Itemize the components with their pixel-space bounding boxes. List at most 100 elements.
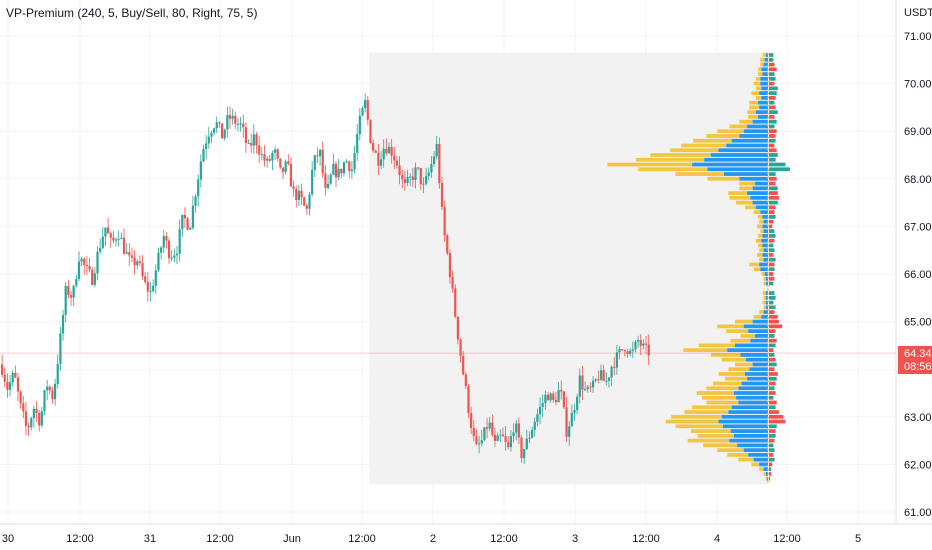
vp-row[interactable] <box>713 381 776 386</box>
time-axis[interactable]: 30 12:00 31 12:00 Jun 12:00 2 12:00 3 12:00 4 12:00… <box>2 533 861 545</box>
vp-row[interactable] <box>749 262 775 267</box>
candle[interactable] <box>568 420 571 446</box>
vp-row[interactable] <box>748 115 775 119</box>
vp-row[interactable] <box>706 134 776 138</box>
candle[interactable] <box>342 161 346 177</box>
candle[interactable] <box>446 233 449 256</box>
candle[interactable] <box>401 169 404 189</box>
vp-row[interactable] <box>739 186 778 191</box>
candle[interactable] <box>435 135 438 160</box>
candle[interactable] <box>114 237 118 247</box>
candle[interactable] <box>544 390 547 410</box>
candle[interactable] <box>387 142 391 154</box>
vp-row[interactable] <box>763 472 772 476</box>
candle[interactable] <box>117 230 120 247</box>
candle[interactable] <box>144 271 147 285</box>
candle[interactable] <box>260 146 263 161</box>
candle[interactable] <box>512 423 515 443</box>
candle[interactable] <box>313 154 316 177</box>
vp-row[interactable] <box>636 157 776 162</box>
candle[interactable] <box>626 348 629 358</box>
vp-row[interactable] <box>758 215 776 219</box>
vp-row[interactable] <box>697 433 776 438</box>
candle[interactable] <box>128 243 131 266</box>
vp-row[interactable] <box>710 353 775 357</box>
candle[interactable] <box>536 408 539 427</box>
candle[interactable] <box>470 406 473 435</box>
candle[interactable] <box>647 334 650 366</box>
candle[interactable] <box>337 158 340 181</box>
candle[interactable] <box>637 335 640 348</box>
candles[interactable] <box>1 93 650 464</box>
candle[interactable] <box>316 147 319 164</box>
candle[interactable] <box>462 351 465 376</box>
candle[interactable] <box>250 133 253 153</box>
vp-row[interactable] <box>744 205 776 210</box>
candle[interactable] <box>417 166 420 171</box>
candle[interactable] <box>485 418 489 439</box>
candle[interactable] <box>562 390 565 410</box>
candle[interactable] <box>398 156 401 185</box>
candle[interactable] <box>467 383 470 418</box>
candle[interactable] <box>11 370 14 387</box>
vp-row[interactable] <box>730 338 777 343</box>
candle[interactable] <box>231 108 234 125</box>
vp-row[interactable] <box>691 429 776 433</box>
candle[interactable] <box>350 160 353 179</box>
candle[interactable] <box>483 426 486 442</box>
candle[interactable] <box>475 429 478 446</box>
candle[interactable] <box>38 410 41 432</box>
candle[interactable] <box>218 121 221 128</box>
candle[interactable] <box>287 154 290 166</box>
candle[interactable] <box>14 365 17 379</box>
vp-row[interactable] <box>762 53 774 57</box>
candle[interactable] <box>472 419 475 442</box>
candle[interactable] <box>581 365 584 401</box>
candle[interactable] <box>374 149 377 154</box>
candle[interactable] <box>19 390 22 409</box>
candle[interactable] <box>605 372 608 386</box>
candle[interactable] <box>586 384 589 393</box>
candle[interactable] <box>332 153 335 176</box>
candle[interactable] <box>295 185 298 208</box>
candle[interactable] <box>268 154 271 163</box>
candle[interactable] <box>525 429 528 450</box>
candle[interactable] <box>48 385 51 395</box>
candle[interactable] <box>557 381 560 403</box>
candle[interactable] <box>226 106 229 138</box>
candle[interactable] <box>83 257 86 275</box>
vp-row[interactable] <box>683 348 774 353</box>
candle[interactable] <box>289 157 293 187</box>
candle[interactable] <box>1 354 4 378</box>
candle[interactable] <box>6 373 9 398</box>
candle[interactable] <box>181 214 184 238</box>
candle[interactable] <box>59 326 62 371</box>
candle[interactable] <box>104 227 107 247</box>
candle[interactable] <box>160 245 163 260</box>
vp-row[interactable] <box>703 443 774 448</box>
candle[interactable] <box>517 417 520 445</box>
candle[interactable] <box>459 338 462 363</box>
candle[interactable] <box>538 397 542 425</box>
candle[interactable] <box>321 141 324 178</box>
candle[interactable] <box>136 258 139 270</box>
candle[interactable] <box>91 266 94 286</box>
candle[interactable] <box>549 392 552 403</box>
candle[interactable] <box>395 155 399 169</box>
candle[interactable] <box>411 167 414 187</box>
candle[interactable] <box>493 427 497 447</box>
candle[interactable] <box>273 145 277 160</box>
candle[interactable] <box>146 271 149 302</box>
vp-row[interactable] <box>702 395 774 400</box>
candle[interactable] <box>520 434 523 463</box>
candle[interactable] <box>597 370 600 384</box>
vp-row[interactable] <box>763 276 775 281</box>
vp-row[interactable] <box>675 172 776 176</box>
vp-row[interactable] <box>761 272 774 276</box>
candle[interactable] <box>361 106 364 117</box>
candle[interactable] <box>173 248 176 263</box>
candle[interactable] <box>236 117 240 132</box>
candle[interactable] <box>244 122 247 154</box>
candle[interactable] <box>348 160 351 178</box>
candle[interactable] <box>162 230 165 253</box>
